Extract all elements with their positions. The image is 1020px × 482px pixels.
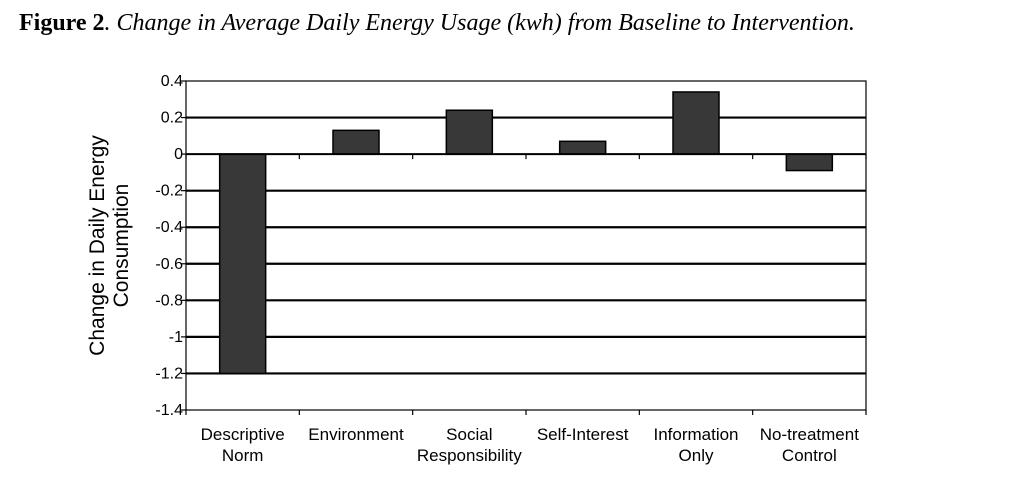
y-axis-label: Change in Daily Energy Consumption [86,135,133,356]
y-tick-label: 0.2 [161,110,183,127]
y-axis-label-line: Change in Daily Energy [86,135,109,356]
bars [218,91,834,375]
x-category-label: Norm [222,446,264,465]
y-tick-label: -0.8 [155,292,183,309]
y-tick-label: -1.2 [155,365,183,382]
y-tick-label: 0.4 [161,73,183,90]
gridlines [186,116,866,375]
x-category-label: Information [653,425,738,444]
x-category-label: Descriptive [201,425,285,444]
y-tick-label: -0.2 [155,183,183,200]
bar [445,109,494,155]
bar [218,153,267,375]
x-category-label: Self-Interest [537,425,629,444]
plot-frame [185,80,867,411]
y-axis-label-line: Consumption [110,184,133,308]
y-tick-label: -1 [169,329,183,346]
y-tick-label: -0.4 [155,219,183,236]
y-tick-labels: 0.4 0.2 0 -0.2 -0.4 -0.6 -0.8 -1 -1.2 -1.4 [155,73,183,419]
y-tick-label: -1.4 [155,402,183,419]
bar [332,129,380,155]
axes [181,80,867,415]
figure-number: Figure 2 [19,10,105,36]
bar [785,153,834,172]
x-category-labels: Descriptive Norm Environment Social Responsi… [201,425,860,465]
x-category-label: Responsibility [417,446,522,465]
figure-caption: Figure 2. Change in Average Daily Energy… [19,8,855,38]
bar [558,140,607,155]
figure-title: . Change in Average Daily Energy Usage (… [104,10,855,36]
x-category-label: Social [446,425,492,444]
x-category-label: Control [782,446,837,465]
x-category-label: Only [679,446,714,465]
y-tick-label: 0 [174,146,183,163]
bar [672,91,720,155]
x-category-label: Environment [308,425,404,444]
y-tick-label: -0.6 [155,256,183,273]
x-category-label: No-treatment [760,425,859,444]
